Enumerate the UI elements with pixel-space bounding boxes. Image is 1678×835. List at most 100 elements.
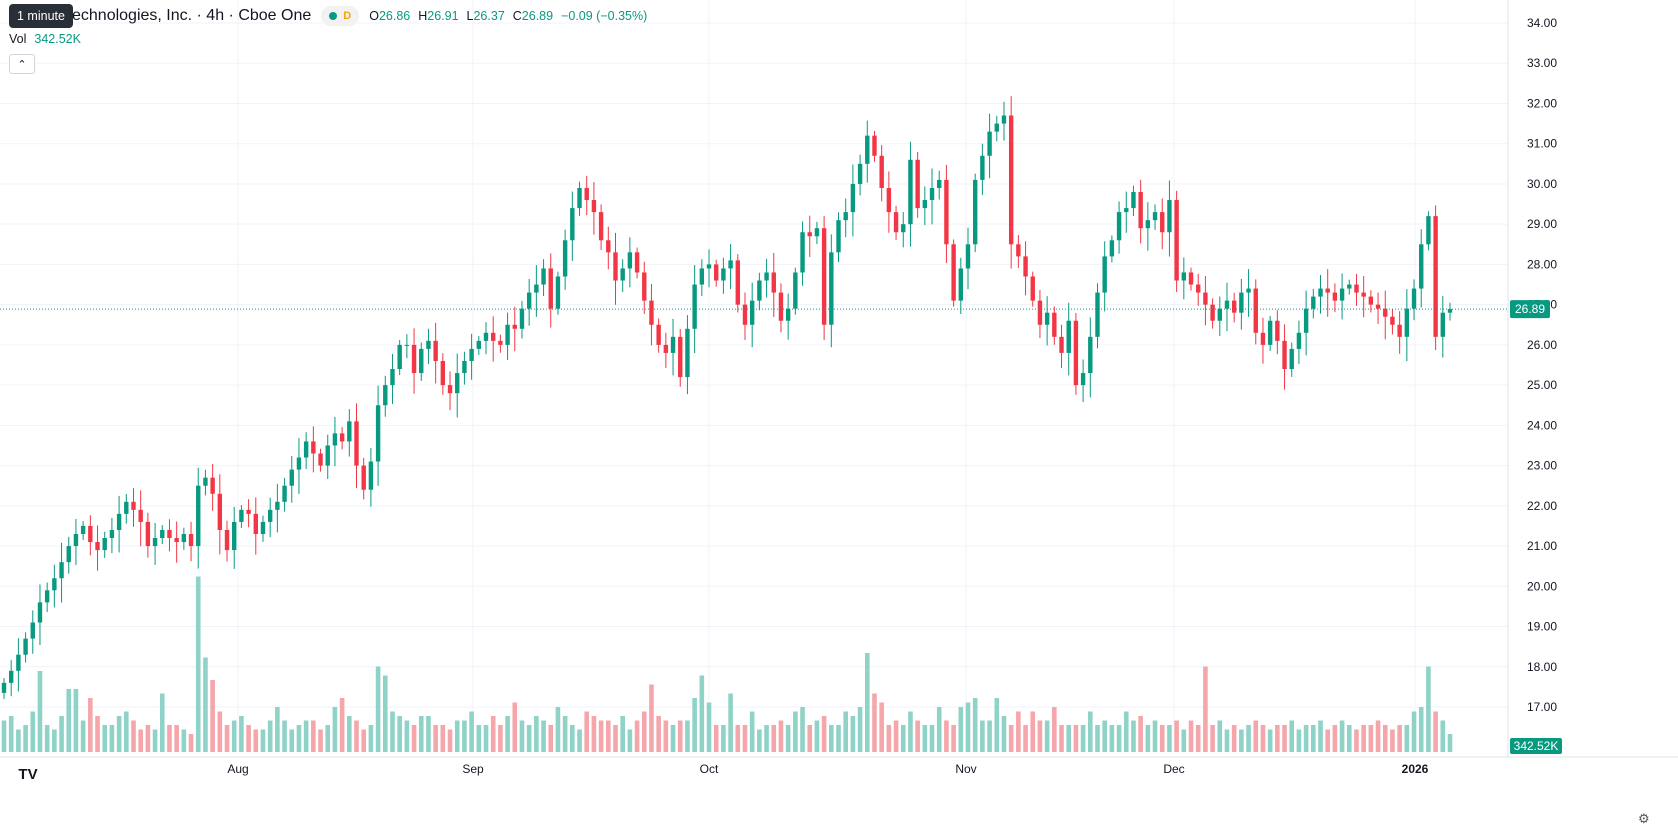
candle-body (562, 240, 568, 277)
candle-body (296, 457, 302, 470)
price-tick-label: 29.00 (1527, 217, 1557, 231)
candle-body (1052, 312, 1057, 337)
symbol-title[interactable]: echnologies, Inc. · 4h · Cboe One (72, 7, 312, 24)
candle-body (181, 533, 187, 543)
candle-body (347, 421, 352, 442)
volume-bar (210, 680, 215, 752)
candle-body (1174, 200, 1179, 281)
candle-body (749, 300, 755, 325)
tradingview-logo-icon[interactable]: TV (18, 765, 38, 783)
volume-bar (893, 720, 899, 752)
volume-bar (188, 734, 194, 752)
market-status[interactable]: D (321, 6, 360, 26)
candle-body (1411, 288, 1417, 309)
volume-bar (627, 729, 633, 752)
volume-bar (605, 720, 611, 752)
volume-bar (749, 711, 755, 752)
candle-body (433, 340, 438, 361)
volume-bar (325, 725, 331, 752)
candle-body (1375, 304, 1381, 309)
time-tick-label: Oct (700, 762, 719, 776)
volume-bar (217, 711, 223, 752)
candle-body (109, 529, 115, 539)
volume-bar (1152, 720, 1158, 752)
candle-body (1160, 212, 1165, 233)
volume-bar (332, 707, 338, 752)
volume-bar (1390, 729, 1395, 752)
volume-bar (1195, 725, 1201, 752)
candle-body (95, 542, 100, 551)
open-value: 26.86 (378, 9, 411, 23)
last-price-line: 26.89 342.52K (0, 300, 1562, 754)
volume-bar (361, 729, 367, 752)
candle-body (1016, 244, 1021, 257)
candle-body (893, 212, 899, 233)
candle-body (224, 529, 230, 551)
volume-bar (1296, 729, 1302, 752)
candle-body (1037, 300, 1043, 325)
volume-bar (246, 725, 251, 752)
volume-bar (1361, 725, 1366, 752)
price-tick-label: 24.00 (1527, 418, 1557, 432)
volume-bar (1311, 725, 1316, 752)
volume-bar (109, 725, 115, 752)
volume-bar (1023, 725, 1028, 752)
candle-body (203, 477, 208, 486)
volume-bar (1231, 725, 1237, 752)
close-value: 26.89 (521, 9, 554, 23)
price-tick-label: 18.00 (1527, 660, 1557, 674)
candle-body (872, 135, 877, 156)
candle-body (339, 433, 345, 442)
candle-body (1066, 320, 1071, 353)
volume-bar (1210, 725, 1215, 752)
volume-bar (1052, 707, 1057, 752)
volume-bar (922, 725, 928, 752)
volume-bar (1059, 725, 1064, 752)
volume-bar (965, 702, 971, 752)
volume-bar (843, 711, 849, 752)
volume-bar (1044, 720, 1050, 752)
candle-body (944, 179, 949, 245)
candle-body (829, 252, 834, 325)
chart-legend: echnologies, Inc. · 4h · Cboe One D O26.… (0, 0, 647, 32)
candle-body (1311, 296, 1316, 309)
candle-body (771, 272, 776, 293)
candle-body (1383, 308, 1388, 317)
candle-body (383, 385, 388, 406)
candle-body (390, 369, 395, 386)
candle-body (217, 493, 223, 530)
candle-body (764, 272, 769, 281)
collapse-legend-button[interactable]: ⌃ (9, 54, 35, 74)
candle-body (1419, 244, 1424, 289)
candle-body (1, 682, 7, 693)
volume-bar (1411, 711, 1417, 752)
candle-body (1339, 288, 1345, 301)
volume-bar (663, 720, 669, 752)
volume-bar (1339, 720, 1345, 752)
volume-bar (1289, 720, 1295, 752)
volume-bar (483, 725, 489, 752)
volume-bar (253, 729, 259, 752)
volume-bar (519, 720, 525, 752)
candle-body (1275, 320, 1280, 341)
candle-body (1318, 288, 1323, 297)
volume-bar (778, 720, 784, 752)
candle-body (30, 622, 35, 639)
gear-icon[interactable]: ⚙ (1638, 811, 1650, 826)
candlesticks (1, 96, 1453, 699)
volume-bar (1145, 725, 1151, 752)
volume-bar (59, 716, 64, 752)
candle-body (1303, 308, 1309, 333)
candle-body (1131, 191, 1136, 209)
candle-body (663, 344, 669, 353)
candle-body (807, 232, 812, 237)
candle-body (1447, 309, 1453, 313)
last-volume-badge (1510, 738, 1562, 754)
candle-body (570, 208, 575, 241)
price-tick-label: 17.00 (1527, 700, 1557, 714)
candle-body (1440, 312, 1446, 337)
candle-body (16, 654, 21, 671)
volume-bar (548, 725, 554, 752)
volume-bar (116, 716, 122, 752)
